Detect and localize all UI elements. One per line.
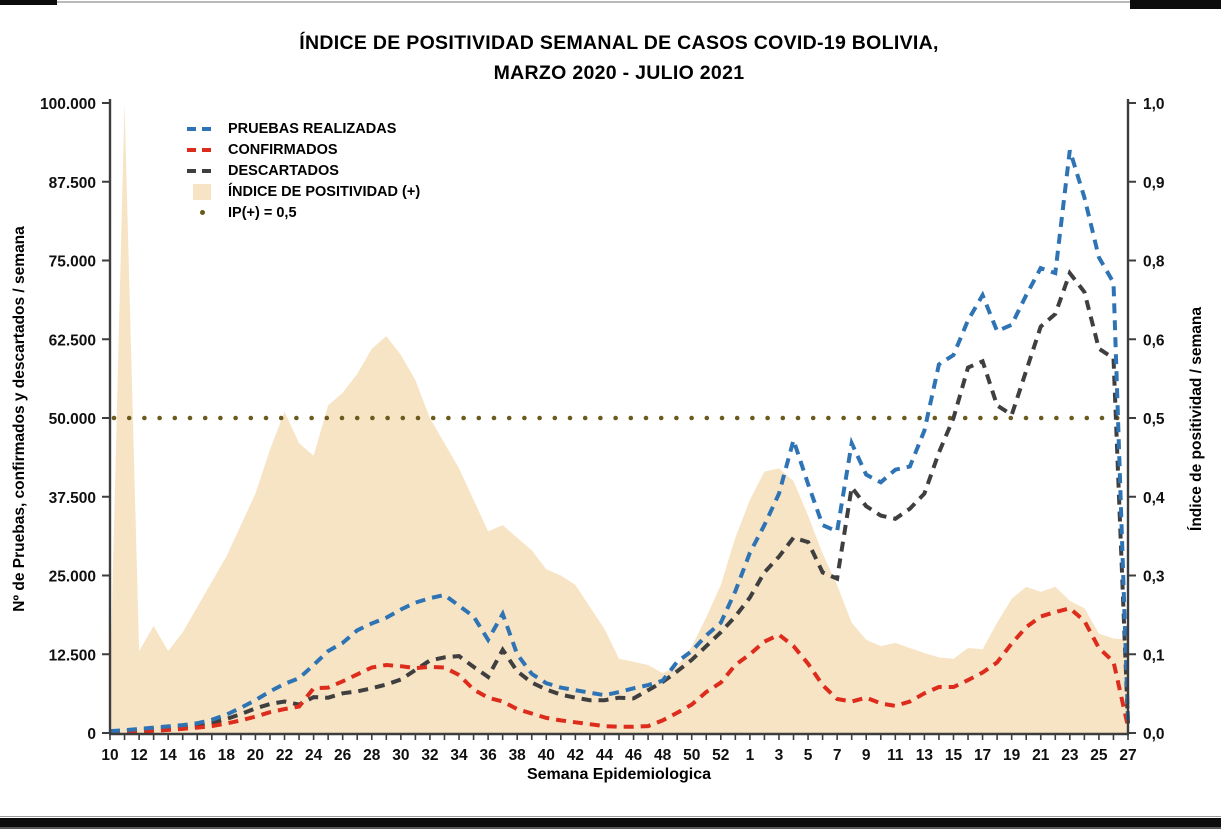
svg-text:28: 28 [363,747,381,764]
svg-text:40: 40 [538,747,555,764]
svg-text:0,6: 0,6 [1143,332,1165,349]
legend-item-pruebas: PRUEBAS REALIZADAS [186,118,420,139]
svg-text:75.000: 75.000 [49,254,96,271]
svg-text:42: 42 [567,747,584,764]
series-pruebas-realizadas [109,149,1130,734]
svg-text:100.000: 100.000 [40,96,96,113]
svg-text:7: 7 [833,747,842,764]
svg-text:1: 1 [746,747,755,764]
svg-text:0,8: 0,8 [1143,254,1165,271]
svg-text:16: 16 [189,747,207,764]
svg-text:46: 46 [625,747,643,764]
legend-label: PRUEBAS REALIZADAS [228,120,397,137]
legend-item-indice-positividad: ÍNDICE DE POSITIVIDAD (+) [186,181,420,202]
svg-text:19: 19 [1003,747,1021,764]
chart-legend: PRUEBAS REALIZADAS CONFIRMADOS DESCARTAD… [186,118,420,223]
svg-text:0,3: 0,3 [1143,569,1165,586]
legend-item-descartados: DESCARTADOS [186,160,420,181]
svg-text:0,1: 0,1 [1143,647,1165,664]
svg-text:0,4: 0,4 [1143,490,1165,507]
svg-text:34: 34 [450,747,468,764]
svg-text:38: 38 [509,747,527,764]
svg-text:17: 17 [974,747,991,764]
svg-text:22: 22 [276,747,293,764]
svg-text:12.500: 12.500 [49,647,96,664]
legend-label: ÍNDICE DE POSITIVIDAD (+) [228,183,421,200]
svg-text:18: 18 [218,747,236,764]
bottom-border-line [0,816,1221,817]
svg-text:12: 12 [130,747,147,764]
svg-text:14: 14 [160,747,178,764]
legend-item-ip-05: IP(+) = 0,5 [186,202,420,223]
beige-area-swatch-icon [186,183,218,200]
top-border-line [0,1,1221,3]
svg-text:30: 30 [392,747,409,764]
svg-text:3: 3 [775,747,784,764]
svg-text:10: 10 [101,747,118,764]
svg-text:32: 32 [421,747,438,764]
legend-label: DESCARTADOS [228,162,339,179]
svg-text:0,0: 0,0 [1143,726,1165,743]
top-right-black-bar [1130,0,1221,9]
svg-text:5: 5 [804,747,813,764]
svg-text:44: 44 [596,747,614,764]
bottom-gray-line [0,827,1221,829]
chart-title-line1: ÍNDICE DE POSITIVIDAD SEMANAL DE CASOS C… [299,32,939,54]
svg-text:0,5: 0,5 [1143,411,1165,428]
brown-dot-swatch-icon [186,210,218,215]
svg-text:62.500: 62.500 [49,332,96,349]
svg-text:50.000: 50.000 [49,411,96,428]
svg-text:21: 21 [1032,747,1050,764]
x-axis-title: Semana Epidemiologica [526,766,712,783]
series-confirmados [109,606,1130,735]
svg-text:25.000: 25.000 [49,569,96,586]
svg-text:11: 11 [887,747,904,764]
svg-text:26: 26 [334,747,352,764]
blue-dashed-line-swatch-icon [186,126,218,131]
svg-text:13: 13 [916,747,934,764]
legend-label: IP(+) = 0,5 [228,204,297,221]
top-left-black-bar [0,0,57,5]
svg-text:24: 24 [305,747,323,764]
red-dashed-line-swatch-icon [186,147,218,152]
legend-label: CONFIRMADOS [228,141,338,158]
gray-dashed-line-swatch-icon [186,168,218,173]
series-descartados [109,268,1130,734]
svg-text:36: 36 [479,747,497,764]
left-y-axis-title: Nº de Pruebas, confirmados y descartados… [11,226,28,612]
svg-text:1,0: 1,0 [1143,96,1165,113]
svg-text:52: 52 [712,747,729,764]
bottom-black-bar [0,818,1221,827]
svg-text:0,9: 0,9 [1143,175,1165,192]
svg-text:37.500: 37.500 [49,490,96,507]
svg-text:23: 23 [1061,747,1079,764]
svg-text:15: 15 [945,747,963,764]
svg-text:9: 9 [862,747,871,764]
indice-positividad-area [110,103,1128,733]
legend-item-confirmados: CONFIRMADOS [186,139,420,160]
svg-text:87.500: 87.500 [49,175,96,192]
svg-text:48: 48 [654,747,672,764]
svg-text:20: 20 [247,747,264,764]
svg-text:50: 50 [683,747,700,764]
chart-title-line2: MARZO 2020 - JULIO 2021 [493,62,745,84]
svg-text:27: 27 [1119,747,1136,764]
chart-title: ÍNDICE DE POSITIVIDAD SEMANAL DE CASOS C… [110,28,1128,88]
svg-text:0: 0 [87,726,96,743]
svg-text:25: 25 [1090,747,1108,764]
right-y-axis-title: Índice de positividad / semana [1188,307,1205,531]
